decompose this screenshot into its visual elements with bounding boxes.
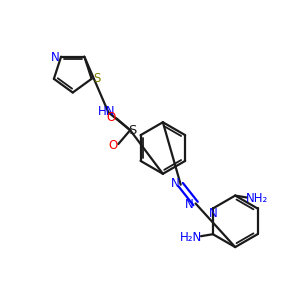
Text: O: O <box>109 139 118 152</box>
Text: N: N <box>185 198 194 211</box>
Text: N: N <box>170 177 179 190</box>
Text: S: S <box>93 72 100 85</box>
Text: O: O <box>107 111 116 124</box>
Text: S: S <box>128 124 136 137</box>
Text: H₂N: H₂N <box>180 231 202 244</box>
Text: N: N <box>51 51 59 64</box>
Text: N: N <box>208 207 217 220</box>
Text: HN: HN <box>98 105 115 118</box>
Text: NH₂: NH₂ <box>246 192 268 205</box>
